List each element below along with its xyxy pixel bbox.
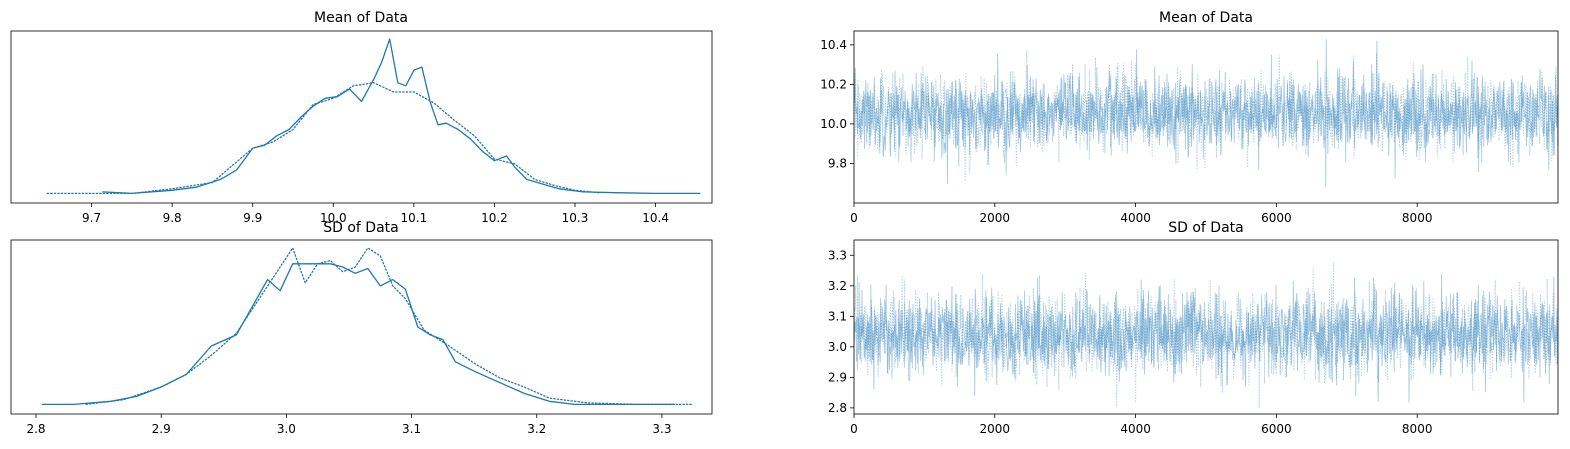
sd-density-title: SD of Data [323,220,399,236]
x-tick-label: 0 [850,422,858,436]
x-tick-label: 3.1 [402,422,421,436]
trace-line-chain-1 [854,39,1558,187]
x-tick-label: 10.0 [320,211,347,225]
x-tick-label: 8000 [1402,422,1433,436]
y-tick-label: 3.0 [828,340,847,354]
x-tick-label: 8000 [1402,211,1433,225]
y-tick-label: 10.2 [820,77,847,91]
x-tick-label: 2000 [980,211,1011,225]
mean-density-panel: Mean of Data 9.7 9.8 9.9 10.0 10.1 10.2 10.3 10… [10,10,713,225]
x-tick-label: 6000 [1261,211,1292,225]
x-tick-label: 3.0 [277,422,296,436]
sd-density-frame [10,239,713,415]
sd-density-panel: 2.8 2.9 3.0 3.1 3.2 3.3 SD of Data [10,220,713,436]
y-tick-label: 2.9 [828,370,847,384]
x-tick-label: 9.8 [163,211,182,225]
y-tick-label: 9.8 [828,156,847,170]
x-tick-label: 2.9 [152,422,171,436]
y-tick-label: 10.0 [820,117,847,131]
y-tick-label: 2.8 [828,401,847,415]
x-tick-label: 10.3 [562,211,589,225]
trace-line-chain-2 [854,49,1558,182]
x-tick-label: 4000 [1120,422,1151,436]
y-tick-label: 10.4 [820,38,847,52]
x-tick-label: 3.3 [652,422,671,436]
y-tick-label: 3.3 [828,248,847,262]
density-line-chain-2 [85,247,694,406]
x-tick-label: 10.1 [401,211,428,225]
mean-trace-frame [853,30,1559,204]
x-tick-label: 10.2 [481,211,508,225]
mean-trace-panel: Mean of Data 0 2000 4000 6000 8000 9.8 10.0 10.… [820,10,1559,225]
x-tick-label: 3.2 [527,422,546,436]
x-tick-label: 10.4 [642,211,669,225]
mean-trace-title: Mean of Data [1159,10,1253,26]
x-tick-label: 2000 [980,422,1011,436]
mean-density-title: Mean of Data [314,10,408,26]
x-tick-label: 9.9 [243,211,262,225]
x-tick-label: 9.7 [82,211,101,225]
x-tick-label: 4000 [1120,211,1151,225]
y-tick-label: 3.2 [828,279,847,293]
x-tick-label: 6000 [1261,422,1292,436]
sd-trace-panel: 0 2000 4000 6000 8000 2.8 2.9 3.0 3.1 3.2 3.3 SD o… [828,220,1559,436]
y-tick-label: 3.1 [828,309,847,323]
mean-density-frame [10,30,713,204]
x-tick-label: 2.8 [26,422,45,436]
density-line-chain-1 [102,38,701,195]
trace-line-chain-1 [854,273,1558,403]
trace-line-chain-2 [854,262,1558,408]
sd-trace-frame [853,239,1559,415]
sd-trace-title: SD of Data [1168,220,1244,236]
x-tick-label: 0 [850,211,858,225]
density-line-chain-2 [46,82,600,195]
